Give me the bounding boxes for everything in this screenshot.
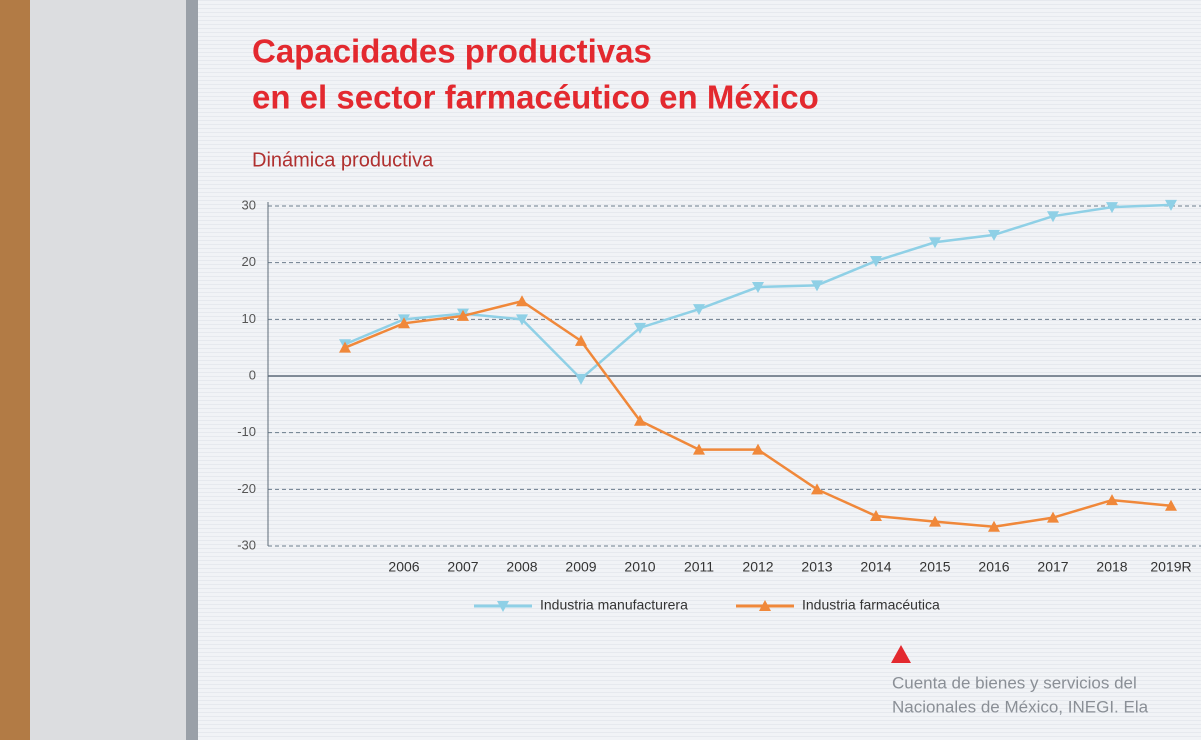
point-marker bbox=[1165, 199, 1177, 211]
x-tick-label: 2016 bbox=[978, 559, 1009, 575]
point-marker bbox=[1106, 494, 1118, 506]
x-tick-label: 2013 bbox=[801, 559, 832, 575]
screen bbox=[198, 0, 1201, 740]
point-marker bbox=[634, 322, 646, 334]
point-marker bbox=[575, 373, 587, 385]
x-tick-label: 2008 bbox=[506, 559, 537, 575]
point-marker bbox=[575, 334, 587, 346]
legend-marker bbox=[497, 601, 509, 612]
point-marker bbox=[752, 443, 764, 455]
y-tick-label: -20 bbox=[237, 481, 256, 496]
y-tick-label: 0 bbox=[249, 367, 256, 382]
y-tick-label: -30 bbox=[237, 537, 256, 552]
y-tick-label: 30 bbox=[242, 197, 256, 212]
wood-wall bbox=[0, 0, 30, 740]
x-tick-label: 2012 bbox=[742, 559, 773, 575]
point-marker bbox=[752, 282, 764, 294]
side-panel bbox=[30, 0, 190, 740]
x-tick-label: 2018 bbox=[1096, 559, 1127, 575]
legend-label: Industria manufacturera bbox=[540, 597, 688, 613]
source-line: Cuenta de bienes y servicios del bbox=[892, 673, 1137, 692]
plot: -30 -20 -10 0 10 20 30 2006 2007 2008 2009 2010 2011… bbox=[237, 197, 1201, 613]
point-marker bbox=[811, 483, 823, 495]
x-tick-label: 2011 bbox=[684, 559, 714, 575]
legend-marker bbox=[759, 600, 771, 611]
x-tick-label: 2010 bbox=[624, 559, 655, 575]
point-marker bbox=[457, 309, 469, 321]
x-tick-label: 2006 bbox=[388, 559, 419, 575]
legend-label: Industria farmacéutica bbox=[802, 597, 940, 613]
point-marker bbox=[929, 237, 941, 249]
point-marker bbox=[929, 515, 941, 527]
point-marker bbox=[1165, 499, 1177, 511]
point-marker bbox=[988, 520, 1000, 532]
point-marker bbox=[1047, 511, 1059, 523]
point-marker bbox=[988, 229, 1000, 241]
subtitle: Dinámica productiva bbox=[252, 149, 434, 171]
point-marker bbox=[811, 280, 823, 292]
y-tick-label: -10 bbox=[237, 424, 256, 439]
x-tick-label: 2009 bbox=[565, 559, 596, 575]
x-tick-label: 2017 bbox=[1037, 559, 1068, 575]
point-marker bbox=[398, 317, 410, 329]
point-marker bbox=[516, 314, 528, 326]
source-line: Nacionales de México, INEGI. Ela bbox=[892, 697, 1149, 716]
screen-edge bbox=[186, 0, 198, 740]
source-icon bbox=[891, 645, 911, 663]
point-marker bbox=[870, 255, 882, 267]
point-marker bbox=[1106, 202, 1118, 214]
point-marker bbox=[1047, 211, 1059, 223]
x-tick-label: 2014 bbox=[860, 559, 891, 575]
x-tick-label: 2007 bbox=[447, 559, 478, 575]
point-marker bbox=[634, 414, 646, 426]
title-line: en el sector farmacéutico en México bbox=[252, 79, 819, 116]
point-marker bbox=[870, 509, 882, 521]
x-tick-label: 2015 bbox=[919, 559, 950, 575]
point-marker bbox=[693, 304, 705, 316]
point-marker bbox=[693, 443, 705, 455]
y-tick-label: 20 bbox=[242, 254, 256, 269]
title-line: Capacidades productivas bbox=[252, 33, 652, 70]
x-tick-label: 2019R bbox=[1150, 559, 1191, 575]
y-tick-label: 10 bbox=[242, 311, 256, 326]
point-marker bbox=[339, 341, 351, 353]
point-marker bbox=[516, 295, 528, 307]
